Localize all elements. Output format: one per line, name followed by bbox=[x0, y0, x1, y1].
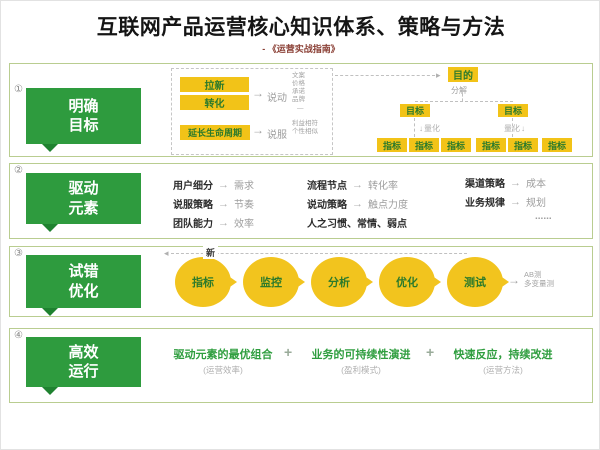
arrow-to-persuade-icon: → bbox=[252, 123, 264, 137]
arrow-to-persuade-act-icon: → bbox=[252, 86, 264, 100]
driver-row-channel-strategy: 渠道策略 → 成本 bbox=[465, 176, 546, 190]
decompose-stub bbox=[462, 94, 463, 101]
ribbon-clarify-goals: 明确 目标 bbox=[26, 88, 141, 152]
label-quantify-right: 量化 ↓ bbox=[504, 124, 525, 133]
ribbon-notch bbox=[42, 387, 58, 395]
ribbon-4-line2: 运行 bbox=[68, 363, 99, 380]
section-3-number: ③ bbox=[14, 248, 23, 259]
label-persuade: 说服 bbox=[267, 130, 287, 141]
tag-kpi-4: 指标 bbox=[476, 138, 506, 152]
tag-goal-left: 目标 bbox=[400, 104, 430, 117]
step-circle-optimize: 优化 bbox=[379, 257, 435, 307]
arrow-icon: → bbox=[510, 195, 521, 208]
tag-kpi-2: 指标 bbox=[409, 138, 439, 152]
ribbon-1-line1: 明确 bbox=[68, 97, 99, 115]
driver-note-ellipsis: ...... bbox=[535, 211, 552, 222]
feedback-arrowhead-icon: ◂ bbox=[164, 248, 169, 258]
label-persuade-act: 说动 bbox=[267, 93, 287, 104]
tag-purpose: 目的 bbox=[448, 67, 478, 82]
ribbon-notch bbox=[42, 308, 58, 316]
down-arrow-icon: ↓ bbox=[419, 124, 423, 133]
summary-rapid-response: 快速反应，持续改进 (运营方法) bbox=[453, 349, 553, 375]
tag-kpi-3: 指标 bbox=[441, 138, 471, 152]
tag-goal-right: 目标 bbox=[498, 104, 528, 117]
persuade-notes: 利益相符 个性相似 bbox=[292, 120, 318, 135]
ribbon-driving-elements: 驱动 元素 bbox=[26, 173, 141, 232]
arrow-icon: → bbox=[510, 176, 521, 189]
arrow-icon: → bbox=[352, 197, 363, 210]
driver-row-user-segment: 用户细分 → 需求 bbox=[173, 178, 254, 192]
tag-kpi-5: 指标 bbox=[508, 138, 538, 152]
arrow-icon: → bbox=[218, 216, 229, 229]
step-circle-test: 测试 bbox=[447, 257, 503, 307]
ribbon-3-line1: 试错 bbox=[68, 263, 99, 280]
ribbon-efficient-operation: 高效 运行 bbox=[26, 337, 141, 395]
section-2-number: ② bbox=[14, 165, 23, 176]
summary-optimal-combination: 驱动元素的最优组合 (运营效率) bbox=[173, 349, 273, 375]
ribbon-trial-optimize: 试错 优化 bbox=[26, 255, 141, 316]
down-arrow-icon: ↓ bbox=[521, 124, 525, 133]
arrow-icon: → bbox=[218, 178, 229, 191]
circle-tail-icon bbox=[295, 275, 305, 289]
driver-row-business-rules: 业务规律 → 规划 bbox=[465, 195, 546, 209]
ab-test-notes: AB测 多变量测 bbox=[524, 270, 554, 288]
summary-sustainable-evolution: 业务的可持续性演进 (盈利模式) bbox=[311, 349, 411, 375]
ribbon-2-line1: 驱动 bbox=[68, 180, 99, 197]
circle-tail-icon bbox=[499, 275, 509, 289]
label-new: 新 bbox=[203, 246, 219, 259]
goal-left-stub bbox=[414, 118, 415, 137]
page-subtitle: - 《运营实战指南》 bbox=[262, 44, 340, 54]
connector-arrowhead-icon: ▸ bbox=[436, 70, 441, 80]
circle-tail-icon bbox=[227, 275, 237, 289]
tag-convert: 转化 bbox=[180, 95, 249, 110]
circle-tail-icon bbox=[431, 275, 441, 289]
notes-divider: — bbox=[297, 105, 304, 112]
plus-sign: + bbox=[426, 344, 435, 360]
ribbon-notch bbox=[42, 144, 58, 152]
step-circle-analyze: 分析 bbox=[311, 257, 367, 307]
arrow-icon: → bbox=[352, 178, 363, 191]
label-decompose: 分解 bbox=[451, 86, 467, 95]
driver-row-process-nodes: 流程节点 → 转化率 bbox=[307, 178, 398, 192]
section-4-number: ④ bbox=[14, 330, 23, 341]
arrow-to-ab-icon: → bbox=[508, 273, 520, 287]
decompose-branch bbox=[415, 101, 513, 102]
ribbon-3-line2: 优化 bbox=[68, 282, 99, 300]
persuade-act-notes: 文案 价格 承诺 品牌 bbox=[292, 72, 305, 103]
dashed-connector-to-purpose bbox=[335, 75, 435, 76]
ribbon-4-line1: 高效 bbox=[68, 343, 99, 361]
driver-row-persuasion-strategy: 说服策略 → 节奏 bbox=[173, 197, 254, 211]
driver-row-motivate-strategy: 说动策略 → 触点力度 bbox=[307, 197, 408, 211]
driver-note-human-nature: 人之习惯、常情、弱点 bbox=[307, 219, 407, 230]
section-1-number: ① bbox=[14, 84, 23, 95]
tag-kpi-1: 指标 bbox=[377, 138, 407, 152]
circle-tail-icon bbox=[363, 275, 373, 289]
tag-kpi-6: 指标 bbox=[542, 138, 572, 152]
step-circle-monitor: 监控 bbox=[243, 257, 299, 307]
ribbon-notch bbox=[42, 224, 58, 232]
label-quantify-left: ↓ 量化 bbox=[419, 124, 440, 133]
step-circle-kpi: 指标 bbox=[175, 257, 231, 307]
arrow-icon: → bbox=[218, 197, 229, 210]
ribbon-1-line2: 目标 bbox=[68, 117, 99, 134]
plus-sign: + bbox=[284, 344, 293, 360]
goal-right-stub bbox=[512, 118, 513, 137]
goal-methods-dashed-box bbox=[171, 68, 333, 155]
tag-extend-lifecycle: 延长生命周期 bbox=[180, 125, 250, 140]
tag-pull-new: 拉新 bbox=[180, 77, 249, 92]
driver-row-team-ability: 团队能力 → 效率 bbox=[173, 216, 254, 230]
feedback-dashed-line bbox=[171, 253, 467, 254]
ribbon-2-line2: 元素 bbox=[68, 199, 99, 217]
page-title: 互联网产品运营核心知识体系、策略与方法 bbox=[96, 16, 506, 39]
